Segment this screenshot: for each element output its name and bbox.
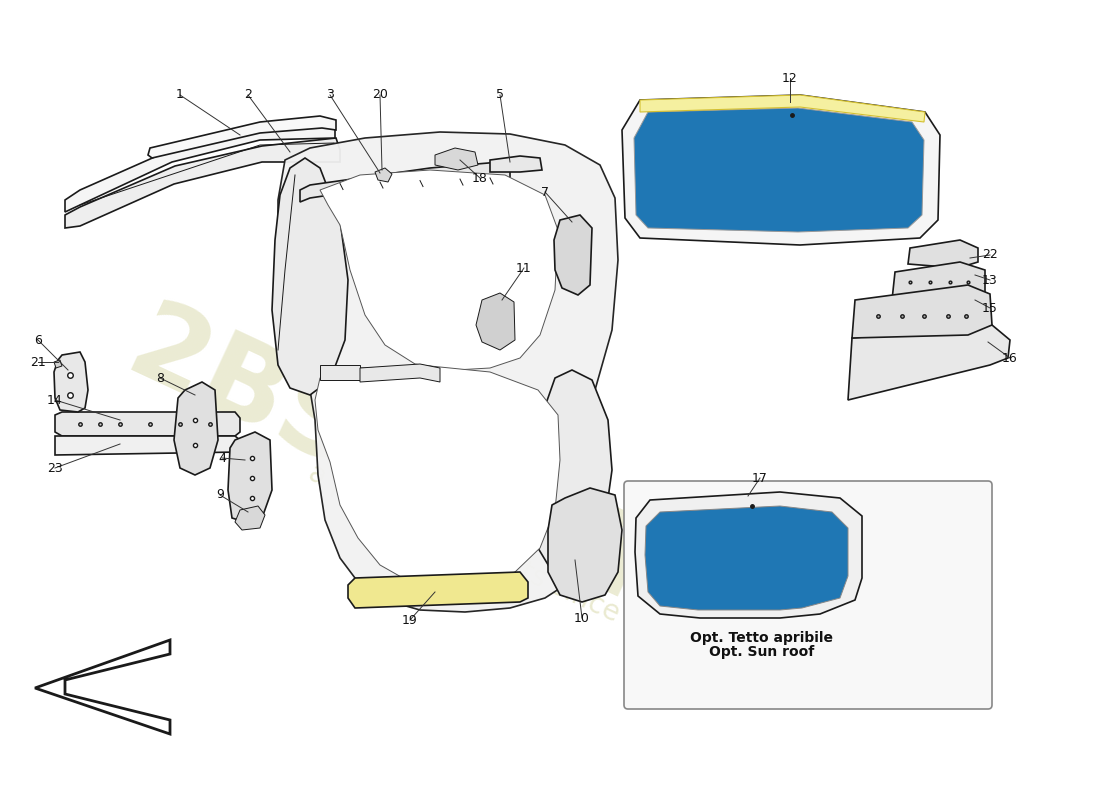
Polygon shape: [55, 436, 240, 455]
Text: a passion for parts since 1985: a passion for parts since 1985: [304, 458, 696, 662]
Polygon shape: [375, 168, 392, 182]
Polygon shape: [554, 215, 592, 295]
FancyBboxPatch shape: [624, 481, 992, 709]
Text: 2: 2: [244, 89, 252, 102]
Text: 20: 20: [372, 89, 388, 102]
Text: 5: 5: [496, 89, 504, 102]
Polygon shape: [65, 122, 336, 212]
Text: 23: 23: [47, 462, 63, 474]
Text: 14: 14: [47, 394, 63, 406]
Polygon shape: [532, 370, 612, 572]
Text: 2BSPORTS: 2BSPORTS: [111, 294, 749, 666]
Text: 16: 16: [1002, 351, 1018, 365]
Text: 18: 18: [472, 171, 488, 185]
Polygon shape: [548, 488, 621, 602]
Text: 21: 21: [30, 355, 46, 369]
Text: 9: 9: [216, 489, 224, 502]
Polygon shape: [320, 365, 360, 380]
Polygon shape: [315, 366, 560, 588]
Polygon shape: [54, 352, 88, 412]
Text: 17: 17: [752, 471, 768, 485]
Polygon shape: [300, 162, 510, 202]
Text: 7: 7: [541, 186, 549, 198]
Polygon shape: [476, 293, 515, 350]
Polygon shape: [645, 506, 848, 610]
Polygon shape: [848, 325, 1010, 400]
Polygon shape: [490, 156, 542, 172]
Polygon shape: [348, 572, 528, 608]
Text: 10: 10: [574, 611, 590, 625]
Polygon shape: [235, 506, 265, 530]
Text: 13: 13: [982, 274, 998, 286]
Text: Opt. Tetto apribile: Opt. Tetto apribile: [691, 631, 834, 645]
Polygon shape: [174, 382, 218, 475]
Polygon shape: [35, 640, 170, 734]
Polygon shape: [54, 360, 62, 368]
Text: 15: 15: [982, 302, 998, 314]
Polygon shape: [360, 364, 440, 382]
Polygon shape: [272, 158, 348, 395]
Polygon shape: [65, 138, 340, 228]
Text: 4: 4: [218, 451, 226, 465]
Polygon shape: [320, 170, 558, 370]
Polygon shape: [635, 492, 862, 618]
Text: 12: 12: [782, 71, 797, 85]
Polygon shape: [148, 116, 336, 158]
Text: 11: 11: [516, 262, 532, 274]
Text: 1: 1: [176, 89, 184, 102]
Text: 19: 19: [403, 614, 418, 626]
Polygon shape: [852, 285, 992, 338]
Text: Opt. Sun roof: Opt. Sun roof: [710, 645, 815, 659]
Polygon shape: [892, 262, 984, 300]
Text: 8: 8: [156, 371, 164, 385]
Text: 22: 22: [982, 249, 998, 262]
Polygon shape: [434, 148, 478, 170]
Polygon shape: [908, 240, 978, 268]
Polygon shape: [55, 412, 240, 436]
Polygon shape: [228, 432, 272, 522]
Polygon shape: [634, 108, 924, 232]
Polygon shape: [640, 95, 925, 122]
Text: 3: 3: [326, 89, 334, 102]
Polygon shape: [621, 95, 940, 245]
Text: 6: 6: [34, 334, 42, 346]
Polygon shape: [278, 132, 618, 612]
